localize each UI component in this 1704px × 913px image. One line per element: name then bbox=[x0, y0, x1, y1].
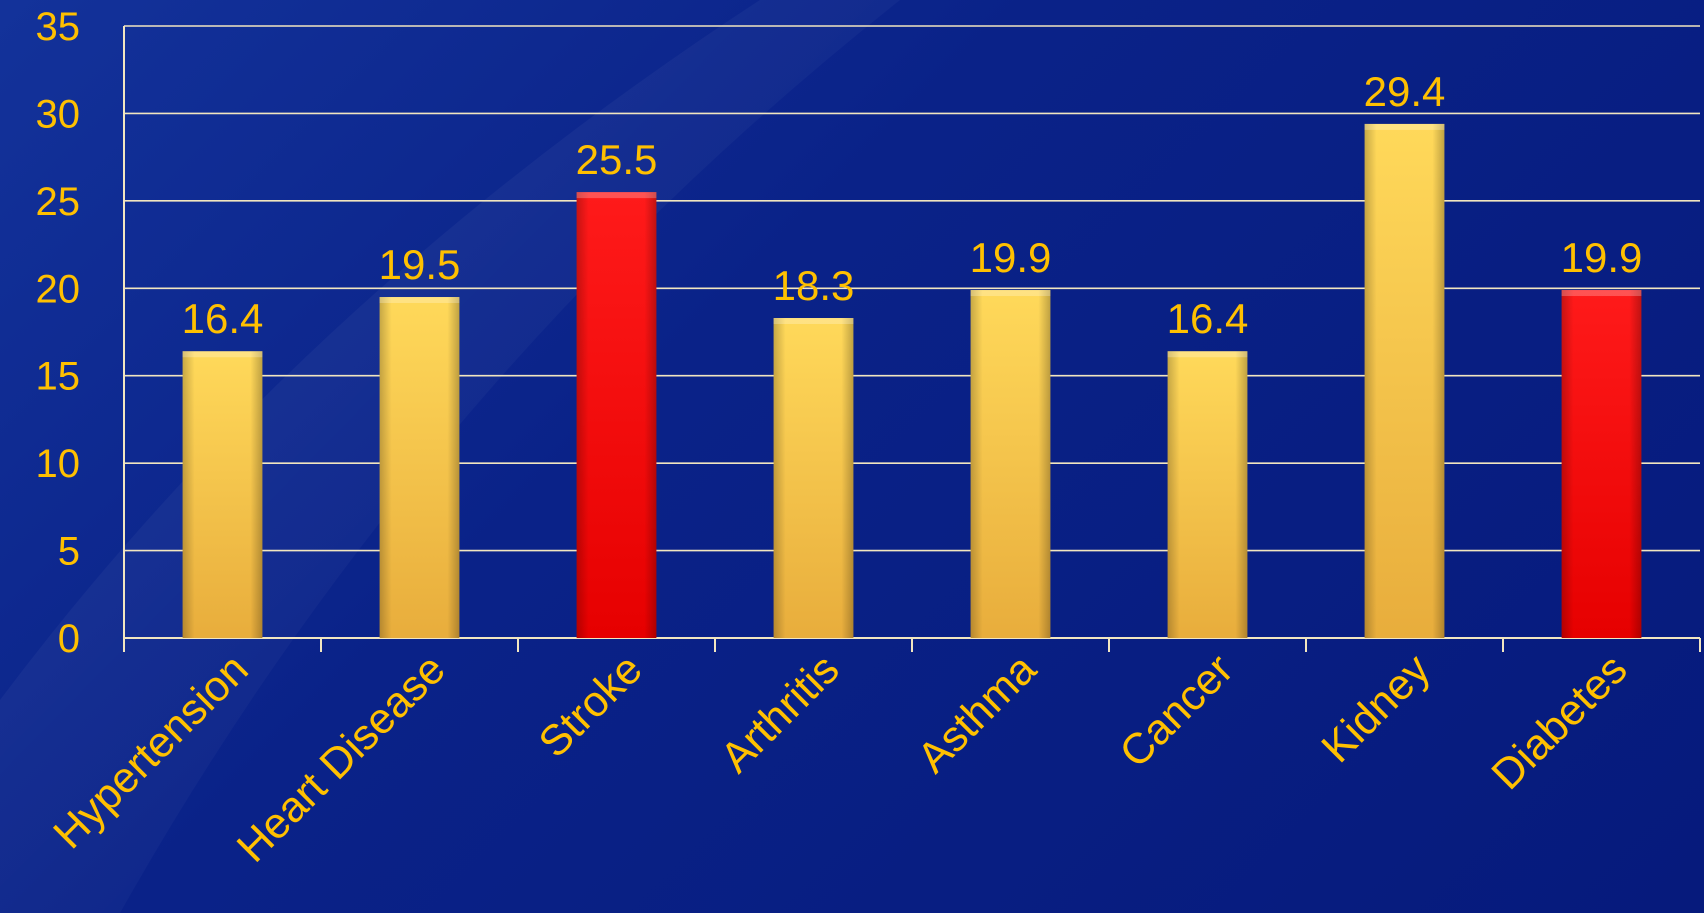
bar-shading bbox=[576, 192, 657, 638]
category-label: Stroke bbox=[530, 645, 652, 767]
category-label: Asthma bbox=[909, 645, 1046, 782]
bar-shading bbox=[773, 318, 854, 638]
bar-shading bbox=[379, 297, 460, 638]
value-label: 29.4 bbox=[1364, 68, 1446, 115]
y-axis-tick-labels: 0 5 10 15 20 25 30 35 bbox=[36, 5, 81, 661]
y-tick-label: 10 bbox=[36, 442, 81, 486]
y-tick-label: 0 bbox=[58, 617, 80, 661]
value-label: 19.9 bbox=[970, 234, 1052, 281]
value-labels: 16.4 19.5 25.5 18.3 19.9 16.4 29.4 19.9 bbox=[182, 68, 1643, 342]
bar-shading bbox=[1561, 290, 1642, 638]
value-label: 18.3 bbox=[773, 262, 855, 309]
category-label: Diabetes bbox=[1483, 645, 1637, 799]
y-tick-label: 25 bbox=[36, 180, 81, 224]
category-label: Arthritis bbox=[712, 645, 849, 782]
y-tick-label: 30 bbox=[36, 92, 81, 136]
y-tick-label: 35 bbox=[36, 5, 81, 49]
bar-top-highlight bbox=[1561, 290, 1642, 297]
value-label: 25.5 bbox=[576, 136, 658, 183]
bar-shading bbox=[970, 290, 1051, 638]
bar-top-highlight bbox=[970, 290, 1051, 297]
value-label: 19.9 bbox=[1561, 234, 1643, 281]
category-label: Cancer bbox=[1111, 645, 1243, 777]
value-label: 19.5 bbox=[379, 241, 461, 288]
value-label: 16.4 bbox=[182, 295, 264, 342]
y-tick-label: 15 bbox=[36, 355, 81, 399]
bar-top-highlight bbox=[576, 192, 657, 199]
background-sheen bbox=[0, 0, 900, 913]
value-label: 16.4 bbox=[1167, 295, 1249, 342]
bar-top-highlight bbox=[182, 351, 263, 358]
y-tick-label: 20 bbox=[36, 267, 81, 311]
bars bbox=[182, 123, 1642, 639]
y-tick-label: 5 bbox=[58, 530, 80, 574]
bar-top-highlight bbox=[1167, 351, 1248, 358]
category-label: Kidney bbox=[1313, 645, 1440, 772]
bar-shading bbox=[1167, 351, 1248, 638]
bar-top-highlight bbox=[379, 297, 460, 304]
bar-top-highlight bbox=[773, 318, 854, 325]
bar-top-highlight bbox=[1364, 123, 1445, 130]
bar-shading bbox=[1364, 123, 1445, 639]
bar-shading bbox=[182, 351, 263, 638]
